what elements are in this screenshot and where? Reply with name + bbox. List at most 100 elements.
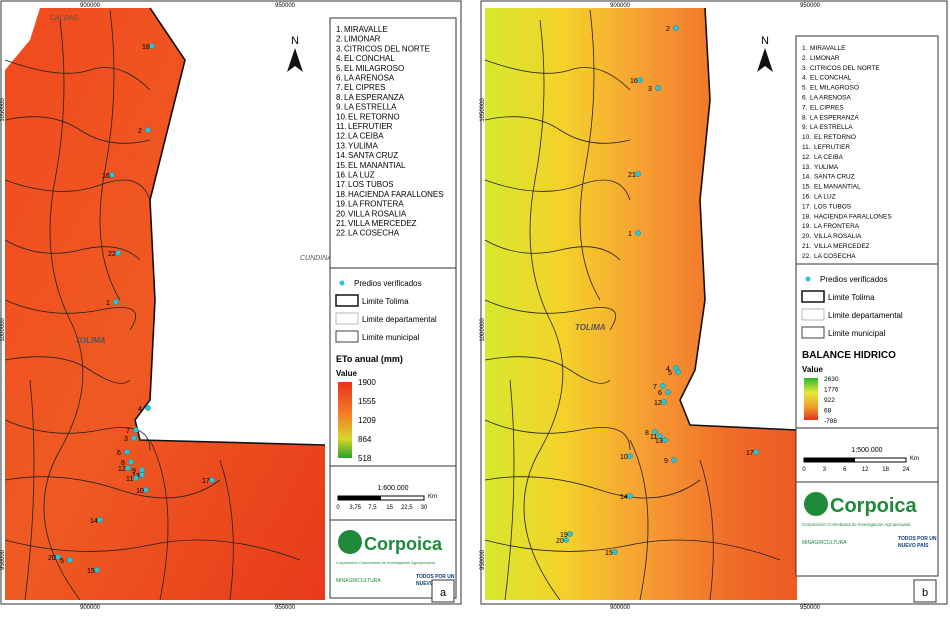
farm-number: 8. (802, 114, 808, 121)
farm-point-label: 21 (628, 172, 636, 179)
farm-name: EL RETORNO (348, 112, 400, 121)
legend-label: Limite Tolima (362, 297, 409, 306)
ramp-value: 2630 (824, 376, 839, 383)
legend-label: Limite municipal (362, 333, 420, 342)
legend-box (329, 17, 457, 599)
farm-number: 15. (336, 161, 347, 170)
farm-point-label: 10 (620, 454, 628, 461)
letter-box (431, 579, 455, 603)
farm-point (563, 537, 569, 543)
farm-point (139, 467, 145, 473)
scale-tick: 30 (421, 505, 428, 511)
farm-name: EL CIPRES (344, 83, 386, 92)
farm-number: 4. (802, 75, 808, 82)
farm-name: LA CEIBA (814, 154, 844, 161)
farm-point (661, 399, 667, 405)
scale-title: ETo anual (mm) (336, 354, 403, 364)
farm-name: EL MANANTIAL (814, 184, 861, 191)
x-coordinate: 950000 (800, 605, 821, 611)
legend-swatch (801, 326, 825, 339)
panel-letter: a (440, 587, 447, 599)
farm-name: MIRAVALLE (344, 25, 388, 34)
farm-point-label: 7 (653, 384, 657, 391)
farm-number: 3. (336, 44, 343, 53)
panel-letter: b (922, 587, 928, 599)
farm-point (635, 230, 641, 236)
legend-label: Predios verificados (820, 275, 888, 284)
scale-tick: 6 (843, 467, 847, 473)
tolima-boundary (679, 7, 798, 431)
farm-number: 11. (802, 144, 811, 151)
ministry: MINAGRICULTURA (802, 540, 847, 546)
farm-point (612, 549, 618, 555)
farm-number: 3. (802, 65, 808, 72)
farm-name: LOS TUBOS (348, 180, 394, 189)
scale-tick: 7,5 (368, 505, 377, 511)
farm-number: 2. (802, 55, 808, 62)
farm-number: 19. (336, 200, 347, 209)
legend-label: Limite municipal (828, 329, 886, 338)
farm-point-label: 11 (126, 476, 133, 483)
farm-point (125, 465, 131, 471)
farm-point (637, 77, 643, 83)
farm-name: LA LUZ (814, 194, 836, 201)
farm-point (675, 369, 681, 375)
farm-name: LA FRONTERA (348, 200, 404, 209)
logo-name: Corpoica (364, 534, 443, 554)
farm-number: 5. (802, 85, 808, 92)
farm-number: 7. (802, 104, 808, 111)
region-label: TOLIMA (75, 336, 106, 345)
farm-number: 12. (336, 132, 347, 141)
farm-point (665, 389, 671, 395)
farm-point (662, 437, 668, 443)
farm-name: LEFRUTIER (348, 122, 393, 131)
scale-tick: 24 (903, 467, 910, 473)
farm-name: LIMONAR (344, 35, 381, 44)
farm-point-label: 19 (560, 532, 568, 539)
farm-point-label: 7 (126, 428, 130, 435)
farm-number: 1. (336, 25, 343, 34)
north-label: N (291, 35, 299, 47)
farm-point (109, 172, 115, 178)
farm-name: YULIMA (814, 164, 839, 171)
farm-number: 21. (336, 219, 347, 228)
legend-label: Limite Tolima (828, 293, 875, 302)
farm-point (113, 299, 119, 305)
farm-point (671, 457, 677, 463)
farm-number: 19. (802, 223, 811, 230)
farm-point (143, 487, 149, 493)
farm-point (627, 453, 633, 459)
farm-point-label: 4 (666, 366, 670, 373)
outside-area (135, 8, 325, 445)
farm-point-label: 6 (658, 390, 662, 397)
farm-name: EL MANANTIAL (348, 161, 406, 170)
farm-number: 12. (802, 154, 811, 161)
farm-point-label: 3 (648, 86, 652, 93)
farm-number: 16. (802, 194, 811, 201)
ramp-value: 1209 (358, 416, 376, 425)
logo-mark (804, 492, 828, 516)
farm-name: LA ESPERANZA (344, 93, 405, 102)
region-label: CALDAS (50, 15, 78, 22)
farm-number: 1. (802, 45, 808, 52)
farm-name: LIMONAR (810, 55, 840, 62)
farm-name: LA ESTRELLA (344, 103, 397, 112)
scale-tick: 0 (802, 467, 806, 473)
logo-name: Corpoica (830, 495, 918, 517)
farm-point-label: 16 (630, 78, 638, 85)
north-label: N (761, 35, 769, 47)
farm-name: LA ARENOSA (810, 95, 851, 102)
farm-point (627, 493, 633, 499)
farm-point (567, 531, 573, 537)
farm-point-label: 15 (87, 568, 95, 575)
farm-number: 6. (802, 95, 808, 102)
scale-bar (804, 458, 855, 462)
farm-number: 9. (802, 124, 808, 131)
farm-name: EL MILAGROSO (810, 85, 859, 92)
farm-number: 15. (802, 184, 811, 191)
ramp-value: 1900 (358, 378, 376, 387)
legend-label: Limite departamental (828, 311, 903, 320)
